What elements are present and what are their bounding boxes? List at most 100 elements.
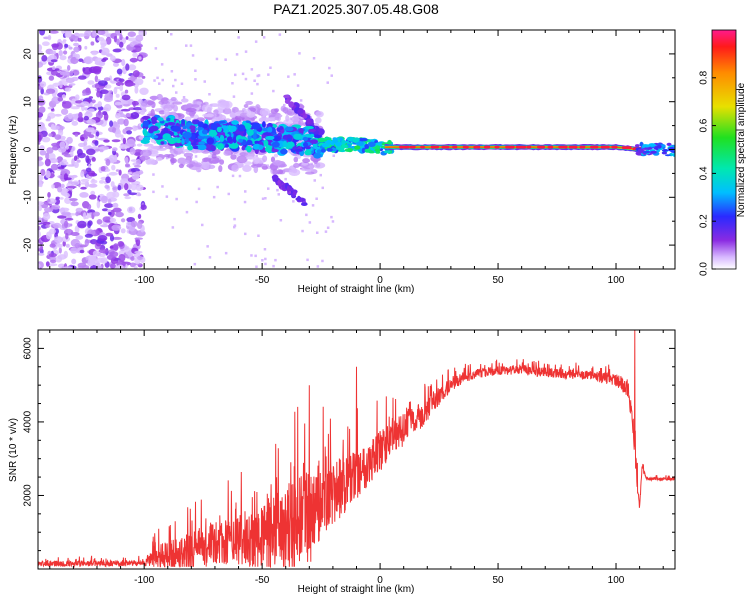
noise-blob — [65, 232, 69, 240]
noise-blob — [97, 265, 103, 269]
speckle — [203, 80, 206, 83]
noise-blob — [112, 48, 122, 53]
noise-blob — [73, 46, 80, 53]
snr-xtick-label: 0 — [377, 575, 383, 586]
noise-blob — [119, 144, 128, 150]
noise-blob — [120, 228, 126, 234]
noise-blob — [96, 219, 103, 225]
noise-blob — [112, 236, 122, 240]
noise-blob — [88, 183, 98, 188]
speckle — [284, 177, 287, 181]
speckle — [272, 89, 275, 93]
noise-blob — [77, 262, 87, 268]
halo-blob — [139, 155, 151, 161]
branch-blob — [284, 99, 291, 104]
noise-blob — [38, 106, 46, 113]
halo-blob — [183, 160, 190, 164]
noise-blob — [111, 127, 116, 133]
noise-blob — [46, 115, 51, 122]
noise-blob — [78, 75, 87, 80]
noise-blob — [64, 31, 72, 38]
noise-blob — [103, 77, 111, 82]
noise-blob — [64, 220, 69, 228]
signal-blob — [346, 136, 354, 142]
noise-blob — [48, 133, 53, 137]
noise-blob — [122, 137, 127, 145]
noise-blob — [58, 147, 67, 153]
signal-blob — [287, 135, 293, 139]
tail-blob — [656, 149, 660, 153]
noise-blob — [117, 241, 125, 247]
noise-blob — [84, 30, 93, 37]
noise-blob — [63, 50, 68, 55]
noise-blob — [113, 87, 118, 95]
noise-blob — [133, 107, 143, 111]
noise-blob — [62, 240, 66, 247]
halo-blob — [201, 104, 213, 112]
signal-blob — [216, 143, 225, 150]
noise-blob — [77, 116, 84, 123]
halo-blob — [163, 108, 169, 116]
noise-blob — [111, 224, 122, 231]
noise-blob — [47, 35, 52, 41]
noise-blob — [94, 140, 99, 146]
noise-blob — [125, 113, 132, 118]
signal-blob — [176, 139, 182, 144]
signal-blob — [271, 148, 279, 153]
noise-blob — [92, 30, 98, 37]
snr-ticks: -100 -50 0 50 100 2000 4000 6000 — [23, 329, 675, 586]
noise-blob — [79, 249, 85, 254]
noise-blob — [105, 232, 114, 237]
halo-blob — [202, 157, 209, 163]
noise-blob — [109, 234, 115, 242]
halo-blob — [231, 164, 239, 172]
tone-peak — [600, 145, 610, 149]
noise-blob — [38, 134, 42, 143]
halo-blob — [298, 119, 304, 127]
noise-blob — [98, 248, 109, 254]
noise-blob — [75, 235, 84, 240]
tail-blob — [650, 150, 657, 154]
noise-blob — [115, 93, 120, 98]
noise-blob — [112, 185, 118, 193]
noise-blob — [67, 65, 71, 71]
noise-blob — [96, 90, 101, 98]
noise-blob — [75, 53, 80, 60]
speckle — [301, 229, 304, 233]
noise-blob — [113, 35, 118, 43]
noise-blob — [80, 101, 90, 107]
noise-blob — [131, 100, 140, 106]
halo-blob — [155, 157, 163, 162]
tone-peak — [526, 145, 532, 149]
noise-blob — [38, 156, 43, 161]
noise-blob — [104, 184, 110, 189]
noise-blob — [66, 185, 77, 189]
halo-blob — [262, 155, 268, 163]
noise-blob — [134, 237, 143, 240]
speckle — [262, 36, 266, 39]
speckle — [182, 96, 186, 99]
halo-blob — [222, 107, 232, 115]
noise-blob — [90, 41, 95, 46]
noise-blob — [100, 39, 107, 47]
speckle — [253, 79, 256, 82]
noise-blob — [58, 247, 62, 254]
signal-blob — [150, 116, 158, 122]
snr-ytick-label: 2000 — [23, 484, 34, 507]
noise-blob — [47, 192, 51, 198]
noise-blob — [69, 70, 74, 77]
speckle — [189, 44, 193, 47]
noise-blob — [48, 158, 59, 164]
halo-blob — [219, 159, 225, 165]
signal-blob — [237, 124, 246, 132]
signal-blob — [246, 145, 252, 153]
noise-blob — [105, 168, 111, 172]
signal-blob — [341, 139, 346, 145]
speckle — [235, 53, 239, 56]
signal-blob — [359, 138, 368, 142]
noise-blob — [59, 71, 70, 76]
signal-blob — [181, 138, 185, 145]
noise-blob — [70, 149, 74, 157]
spectrogram-ytick-label: 20 — [23, 48, 34, 60]
noise-blob — [99, 149, 104, 153]
